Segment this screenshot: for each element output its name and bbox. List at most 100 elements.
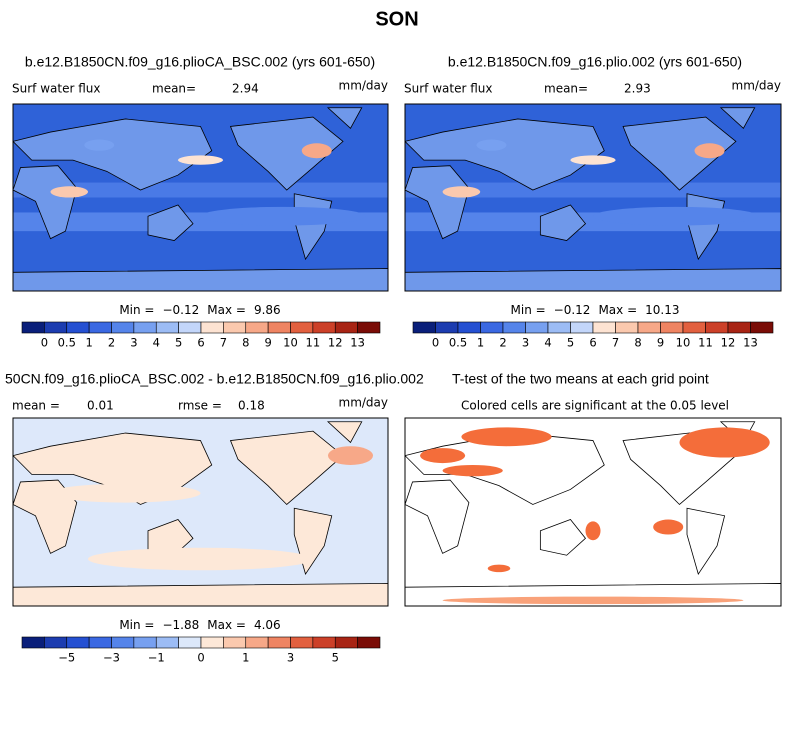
stat-label: rmse =	[178, 399, 222, 413]
min-max: Min = −1.88 Max = 4.06	[119, 618, 280, 632]
colorbar-box	[245, 636, 269, 649]
colorbar-label: 7	[220, 336, 227, 350]
land	[539, 519, 587, 556]
colorbar-box	[312, 321, 336, 334]
colorbar-box	[155, 321, 179, 334]
land	[326, 421, 363, 444]
colorbar-box	[435, 321, 459, 334]
field-patch	[200, 206, 366, 226]
min-max-part: Max =	[598, 303, 637, 317]
colorbar-label: 12	[721, 336, 736, 350]
colorbar-label: 9	[657, 336, 664, 350]
colorbar-box	[223, 636, 247, 649]
colorbar-box	[547, 321, 571, 334]
field-patch	[570, 155, 616, 165]
colorbar-label: 2	[499, 336, 506, 350]
panel-title: b.e12.B1850CN.f09_g16.plio.002 (yrs 601-…	[448, 54, 742, 70]
panel-label: Surf water flux	[404, 82, 492, 96]
land	[13, 268, 388, 291]
colorbar-box	[357, 321, 381, 334]
map-frame	[404, 103, 782, 292]
colorbar-label: 8	[634, 336, 641, 350]
field-patch	[50, 483, 201, 503]
colorbar-box	[727, 321, 751, 334]
map-frame	[404, 417, 782, 607]
colorbar-label: 13	[350, 336, 365, 350]
map	[405, 418, 781, 606]
units: mm/day	[339, 396, 389, 410]
stat-label: mean=	[544, 82, 588, 96]
colorbar-box	[660, 321, 684, 334]
min-max: Min = −0.12 Max = 9.86	[119, 303, 280, 317]
colorbar-label: 10	[676, 336, 691, 350]
colorbar-label: 6	[197, 336, 204, 350]
panel-title: b.e12.B1850CN.f09_g16.plioCA_BSC.002 (yr…	[25, 54, 375, 70]
panel-title: 50CN.f09_g16.plioCA_BSC.002 - b.e12.B185…	[5, 371, 424, 387]
field-patch	[301, 143, 332, 159]
stat-value: 2.93	[624, 82, 651, 96]
colorbar-box	[334, 636, 358, 649]
field-patch	[653, 519, 684, 535]
map	[405, 104, 781, 291]
colorbar-box	[66, 636, 90, 649]
colorbar-box	[155, 636, 179, 649]
panel-label: Surf water flux	[12, 82, 100, 96]
colorbar-label: 11	[306, 336, 321, 350]
field-patch	[84, 139, 115, 151]
field-patch	[88, 547, 313, 571]
colorbar-box	[21, 321, 45, 334]
colorbar-label: 0	[197, 651, 204, 665]
colorbar-box	[412, 321, 436, 334]
field-patch	[420, 448, 466, 464]
colorbar-box	[312, 636, 336, 649]
colorbar-box	[592, 321, 616, 334]
colorbar-label: −1	[148, 651, 165, 665]
colorbar-label: 8	[242, 336, 249, 350]
min-max-part: Max =	[207, 618, 246, 632]
field-patch	[694, 143, 725, 159]
colorbar-box	[290, 321, 314, 334]
colorbar-box	[178, 636, 202, 649]
colorbar-label: 6	[589, 336, 596, 350]
land	[405, 268, 781, 291]
min-max-part: −1.88	[162, 618, 199, 632]
colorbar-label: 5	[175, 336, 182, 350]
min-max-part: −0.12	[554, 303, 591, 317]
land	[622, 116, 737, 191]
land	[405, 118, 605, 191]
land	[13, 118, 213, 191]
min-max-part: Max =	[207, 303, 246, 317]
colorbar-box	[637, 321, 661, 334]
colorbar-label: 1	[242, 651, 249, 665]
colorbar-box	[267, 636, 291, 649]
colorbar-box	[44, 321, 68, 334]
colorbar-label: −5	[58, 651, 75, 665]
colorbar-box	[111, 636, 135, 649]
colorbar-label: 0	[41, 336, 48, 350]
field-patch	[585, 521, 601, 541]
colorbar-box	[480, 321, 504, 334]
min-max-part: Min =	[511, 303, 546, 317]
stat-value: 0.01	[87, 399, 114, 413]
colorbar-label: 7	[612, 336, 619, 350]
field-patch	[442, 596, 744, 605]
field-patch	[442, 465, 503, 477]
colorbar-label: 1	[85, 336, 92, 350]
field-patch	[679, 427, 770, 458]
colorbar-label: 4	[544, 336, 551, 350]
field-patch	[461, 427, 552, 447]
map	[13, 418, 388, 606]
colorbar-box	[682, 321, 706, 334]
colorbar-label: 9	[264, 336, 271, 350]
colorbar-box	[44, 636, 68, 649]
colorbar-label: 3	[287, 651, 294, 665]
stat-value: 0.18	[238, 399, 265, 413]
field-patch	[593, 206, 759, 226]
panel-note: Colored cells are significant at the 0.0…	[461, 399, 729, 413]
land	[686, 507, 726, 575]
colorbar-box	[88, 636, 112, 649]
colorbar-box	[525, 321, 549, 334]
colorbar-box	[615, 321, 639, 334]
land	[229, 430, 344, 506]
